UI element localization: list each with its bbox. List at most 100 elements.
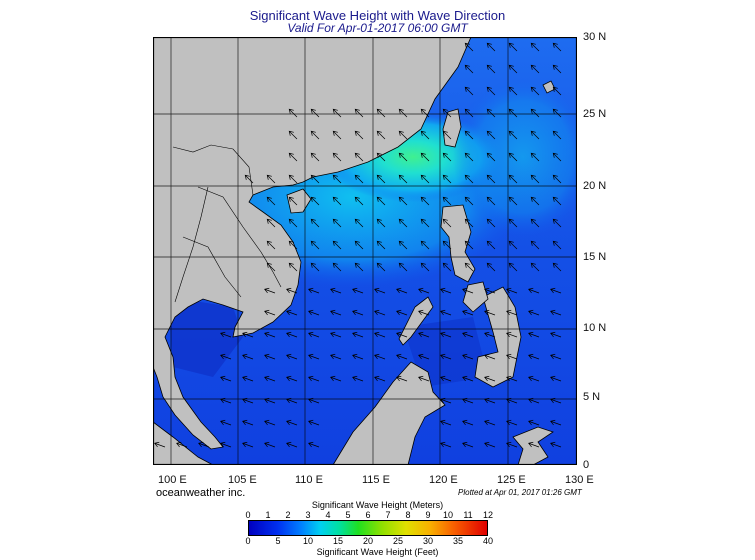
wave-direction-arrow xyxy=(330,331,342,338)
wave-direction-arrow xyxy=(506,287,518,294)
colorbar-meters-tick: 6 xyxy=(365,510,371,520)
wave-direction-arrow xyxy=(310,262,320,272)
wave-direction-arrow xyxy=(484,375,496,382)
wave-direction-arrow xyxy=(464,196,474,206)
wave-direction-arrow xyxy=(530,152,540,162)
wave-direction-arrow xyxy=(420,262,430,272)
wave-direction-arrow xyxy=(506,419,518,426)
colorbar-meters-tick: 11 xyxy=(463,510,473,520)
wave-direction-arrow xyxy=(242,441,254,448)
wave-direction-arrow xyxy=(486,218,496,228)
wave-direction-arrow xyxy=(354,152,364,162)
wave-direction-arrow xyxy=(486,152,496,162)
wave-direction-arrow xyxy=(420,130,430,140)
wave-direction-arrow xyxy=(398,218,408,228)
map-subtitle: Valid For Apr-01-2017 06:00 GMT xyxy=(287,21,468,35)
wave-direction-arrow xyxy=(552,42,562,52)
wave-direction-arrow xyxy=(288,196,298,206)
wave-direction-arrow xyxy=(398,196,408,206)
wave-direction-arrow xyxy=(308,375,320,382)
wave-direction-arrow xyxy=(286,397,298,404)
lat-label-0: 0 xyxy=(583,459,590,471)
lat-label-30n: 30 N xyxy=(583,31,607,43)
country-borders xyxy=(172,144,282,303)
wave-direction-arrow xyxy=(396,353,408,360)
wave-direction-arrow xyxy=(354,240,364,250)
colorbar-meters-tick: 12 xyxy=(482,510,494,520)
wave-direction-arrow xyxy=(508,64,518,74)
wave-direction-arrow xyxy=(330,287,342,294)
wave-direction-arrow xyxy=(176,441,188,448)
wave-direction-arrow xyxy=(266,174,276,184)
wave-direction-arrow xyxy=(440,331,452,338)
wave-direction-arrow xyxy=(418,353,430,360)
wave-direction-arrow xyxy=(332,108,342,118)
wave-direction-arrow xyxy=(352,287,364,294)
wave-direction-arrow xyxy=(484,441,496,448)
wave-direction-arrow xyxy=(266,262,276,272)
wave-direction-arrow xyxy=(286,353,298,360)
wave-direction-arrow xyxy=(354,262,364,272)
visayas-islands xyxy=(462,281,489,313)
wave-direction-arrow xyxy=(486,42,496,52)
wave-direction-arrow xyxy=(550,287,562,294)
colorbar-meters-tick: 5 xyxy=(345,510,351,520)
wave-direction-arrow xyxy=(376,218,386,228)
wave-direction-arrow xyxy=(484,309,496,316)
colorbar-meters-tick: 10 xyxy=(442,510,454,520)
wave-direction-arrow xyxy=(486,174,496,184)
wave-direction-arrow xyxy=(442,218,452,228)
wave-direction-arrow xyxy=(396,287,408,294)
wave-direction-arrow xyxy=(462,309,474,316)
lat-label-20n: 20 N xyxy=(583,180,607,192)
wave-direction-arrow xyxy=(464,64,474,74)
colorbar-feet-tick: 35 xyxy=(452,536,464,546)
wave-direction-arrow xyxy=(354,218,364,228)
wave-direction-arrow xyxy=(288,174,298,184)
wave-direction-arrow xyxy=(464,174,474,184)
wave-direction-arrow xyxy=(266,240,276,250)
wave-direction-arrow xyxy=(266,196,276,206)
palawan-island xyxy=(398,296,434,346)
wave-direction-arrow xyxy=(332,152,342,162)
wave-direction-arrow xyxy=(332,262,342,272)
wave-direction-arrow xyxy=(506,441,518,448)
colorbar-feet-tick: 25 xyxy=(392,536,404,546)
colorbar-meters-tick: 1 xyxy=(265,510,271,520)
wave-direction-arrow xyxy=(464,240,474,250)
lat-label-15n: 15 N xyxy=(583,251,607,263)
wave-direction-arrow xyxy=(332,218,342,228)
wave-direction-arrow xyxy=(530,174,540,184)
wave-direction-arrow xyxy=(286,375,298,382)
wave-direction-arrow xyxy=(376,262,386,272)
wave-direction-arrow xyxy=(308,331,320,338)
colorbar-feet-tick: 20 xyxy=(362,536,374,546)
wave-direction-arrow xyxy=(198,441,210,448)
wave-direction-arrow xyxy=(530,108,540,118)
wave-direction-arrow xyxy=(486,130,496,140)
wave-direction-arrow xyxy=(440,397,452,404)
wave-direction-arrow xyxy=(552,196,562,206)
wave-direction-arrow xyxy=(552,262,562,272)
wave-direction-arrow xyxy=(242,331,254,338)
wave-direction-arrow xyxy=(552,240,562,250)
wave-direction-arrow xyxy=(506,375,518,382)
wave-direction-arrow xyxy=(398,262,408,272)
wave-direction-arrow xyxy=(220,331,232,338)
wave-direction-arrow xyxy=(442,196,452,206)
wave-direction-arrow xyxy=(308,397,320,404)
wave-direction-arrow xyxy=(552,64,562,74)
wave-direction-arrows xyxy=(154,42,562,448)
wave-direction-arrow xyxy=(286,419,298,426)
map-title: Significant Wave Height with Wave Direct… xyxy=(249,8,506,23)
lon-label-105e: 105 E xyxy=(228,474,257,486)
wave-direction-arrow xyxy=(484,353,496,360)
colorbar-feet-tick: 10 xyxy=(302,536,314,546)
wave-direction-arrow xyxy=(442,240,452,250)
wave-direction-arrow xyxy=(440,309,452,316)
wave-direction-arrow xyxy=(310,196,320,206)
wave-direction-arrow xyxy=(508,152,518,162)
wave-direction-arrow xyxy=(154,441,166,448)
wave-direction-arrow xyxy=(528,353,540,360)
wave-direction-arrow xyxy=(550,375,562,382)
